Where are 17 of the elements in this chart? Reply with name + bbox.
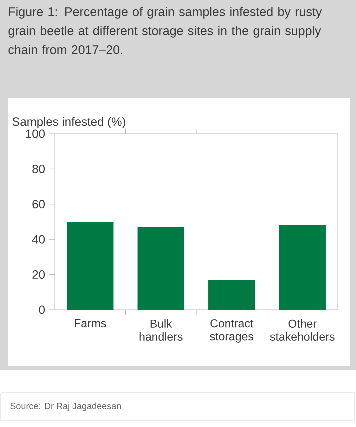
y-axis-title: Samples infested (%) [12, 117, 126, 129]
bar [67, 222, 114, 310]
y-tick-label: 0 [39, 306, 46, 314]
y-tick-label: 60 [32, 200, 45, 209]
x-tick-label: Bulk handlers [140, 320, 183, 341]
chart-title: Figure 1: Percentage of grain samples infested by rusty grain beetle at different storage sites in the grain supply chain from 2017–20. [8, 7, 322, 54]
bar [279, 226, 326, 310]
y-tick-label: 20 [32, 270, 45, 280]
x-tick-label: Other stakeholders [270, 320, 335, 341]
y-tick-label: 40 [32, 235, 45, 244]
y-tick-label: 80 [32, 164, 45, 174]
source-note: Source: Dr Raj Jagadeesan [10, 402, 121, 412]
y-tick-label: 100 [26, 130, 45, 138]
x-tick-label: Farms [75, 320, 106, 328]
bar [138, 227, 184, 310]
bar [208, 280, 256, 310]
x-tick-label: Contract storages [210, 320, 254, 343]
